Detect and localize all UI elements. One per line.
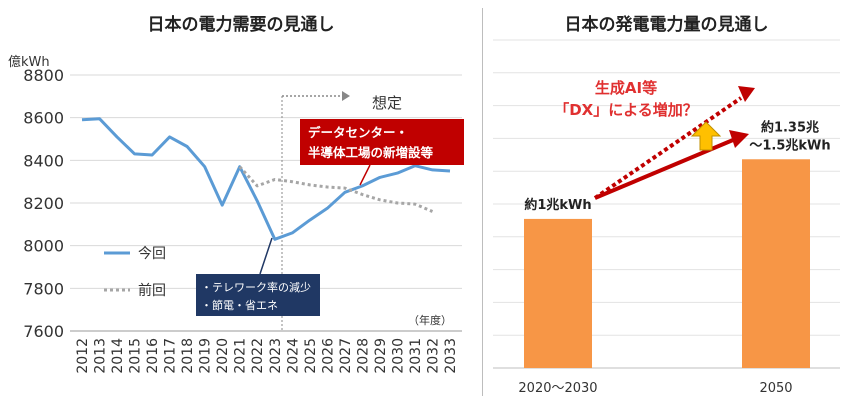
bar-2020-2030 — [524, 218, 592, 368]
assumed-arrow-head — [342, 91, 350, 101]
lower-scenario-arrow-head — [729, 130, 749, 148]
x-category-label: 2050 — [759, 381, 792, 396]
telework-callout-line2: ・節電・省エネ — [201, 298, 278, 312]
genai-label-line2: 「DX」による増加？ — [554, 101, 698, 119]
bar-2050 — [742, 159, 810, 368]
datacenter-callout-line1: データセンター・ — [308, 125, 408, 140]
generation-bar-chart: 2020～2030 2050 約1兆kWh 約1.35兆 ～1.5兆kWh 生成AI等… — [493, 39, 840, 396]
datacenter-callout-line2: 半導体工場の新増設等 — [308, 145, 434, 160]
x-tick-label: 2031 — [408, 338, 424, 374]
x-tick-label: 2024 — [285, 338, 301, 374]
y-tick-label: 8400 — [23, 151, 64, 170]
bar-value-label: ～1.5兆kWh — [749, 137, 830, 153]
x-tick-label: 2012 — [75, 338, 91, 374]
x-tick-label: 2032 — [425, 338, 441, 374]
telework-pointer — [259, 237, 273, 275]
x-tick-label: 2025 — [303, 338, 319, 374]
datacenter-callout — [300, 119, 464, 165]
legend-previous-label: 前回 — [138, 282, 166, 299]
x-category-label: 2020～2030 — [518, 381, 597, 396]
telework-callout — [196, 274, 320, 316]
x-tick-label: 2022 — [250, 338, 266, 374]
legend-current-label: 今回 — [138, 246, 166, 262]
x-tick-label: 2029 — [373, 338, 389, 374]
y-tick-label: 8800 — [23, 66, 64, 85]
telework-callout-line1: ・テレワーク率の減少 — [201, 280, 311, 294]
series-previous-line — [238, 165, 434, 213]
x-tick-label: 2013 — [93, 338, 109, 374]
x-tick-label: 2019 — [198, 338, 214, 374]
y-tick-label: 8600 — [23, 109, 64, 128]
upper-scenario-arrow-head — [738, 86, 755, 102]
upper-scenario-arrow — [593, 96, 743, 200]
bar-value-label: 約1.35兆 — [761, 119, 819, 135]
increase-up-arrow — [690, 121, 722, 151]
panel-divider — [482, 8, 483, 396]
x-tick-label: 2018 — [180, 338, 196, 374]
x-tick-label: 2027 — [338, 338, 354, 374]
y-tick-label: 8200 — [23, 194, 64, 213]
genai-label-line1: 生成AI等 — [595, 79, 657, 97]
left-chart-title: 日本の電力需要の見通し — [147, 15, 335, 35]
x-tick-label: 2014 — [110, 338, 126, 374]
y-axis-label: 億kWh — [8, 54, 50, 70]
y-tick-label: 7800 — [23, 279, 64, 298]
x-axis-label: （年度） — [408, 313, 452, 327]
x-tick-label: 2028 — [355, 338, 371, 374]
right-chart-title: 日本の発電電力量の見通し — [564, 15, 769, 35]
x-tick-label: 2033 — [443, 338, 459, 374]
y-tick-label: 8000 — [23, 237, 64, 256]
y-tick-label: 7600 — [23, 322, 64, 341]
datacenter-pointer — [359, 164, 371, 186]
x-tick-label: 2021 — [233, 338, 249, 374]
x-tick-label: 2026 — [320, 338, 336, 374]
assumed-label: 想定 — [372, 94, 402, 112]
x-tick-label: 2020 — [215, 338, 231, 374]
x-tick-label: 2030 — [390, 338, 406, 374]
series-current-line — [81, 117, 451, 241]
bar-value-label: 約1兆kWh — [524, 197, 591, 213]
x-tick-label: 2015 — [128, 338, 144, 374]
x-tick-label: 2016 — [145, 338, 161, 374]
x-tick-label: 2023 — [268, 338, 284, 374]
x-tick-label: 2017 — [163, 338, 179, 374]
